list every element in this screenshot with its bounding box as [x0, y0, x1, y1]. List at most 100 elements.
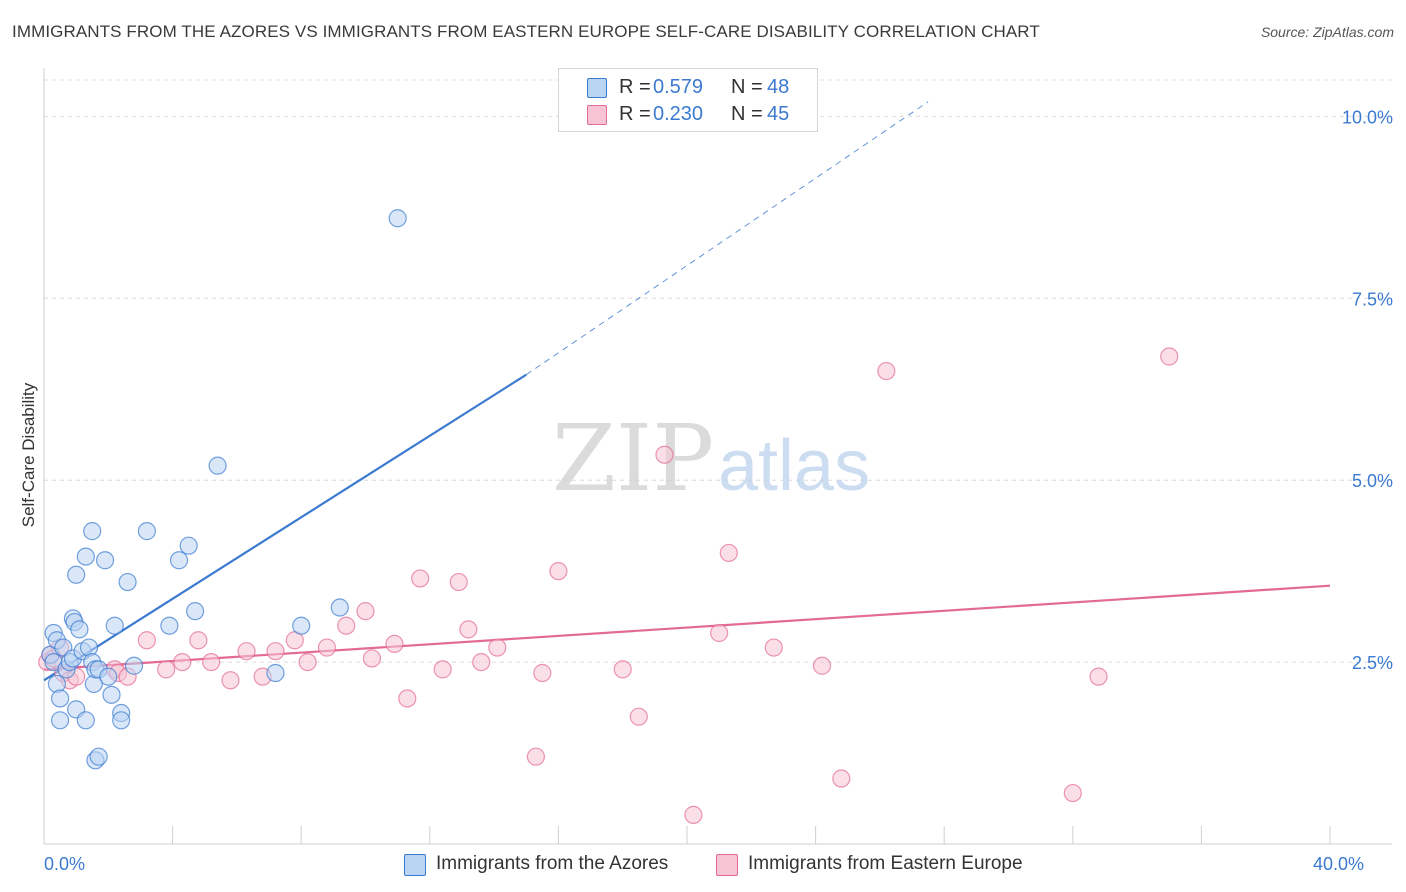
x-tick-label: 0.0% — [44, 854, 85, 874]
data-point-blue — [76, 711, 95, 730]
data-point-blue — [179, 536, 198, 555]
data-point-pink — [449, 572, 468, 592]
data-point-blue — [50, 711, 70, 730]
data-point-pink — [298, 652, 317, 672]
data-points — [38, 209, 1179, 824]
legend-row-eastern-europe: R = 0.230 N = 45 — [559, 101, 817, 127]
data-point-blue — [186, 602, 205, 621]
r-label: R = — [619, 103, 651, 125]
data-point-blue — [67, 565, 86, 584]
data-point-pink — [1160, 347, 1179, 366]
data-point-pink — [1089, 667, 1108, 686]
y-tick-label: 7.5% — [1352, 289, 1393, 309]
r-label: R = — [619, 76, 651, 98]
data-point-blue — [95, 551, 115, 570]
data-point-pink — [137, 631, 156, 650]
data-point-pink — [202, 652, 221, 672]
data-point-pink — [629, 707, 648, 726]
data-point-pink — [488, 638, 507, 657]
data-point-blue — [169, 551, 189, 570]
data-point-pink — [173, 652, 192, 672]
data-point-blue — [292, 616, 311, 635]
data-point-blue — [83, 522, 102, 541]
data-point-pink — [613, 660, 632, 679]
legend-swatch-pink — [587, 105, 607, 125]
legend-swatch-blue — [404, 854, 426, 876]
data-point-blue — [330, 598, 349, 617]
axes — [43, 68, 1392, 845]
data-point-pink — [877, 361, 896, 381]
data-point-pink — [317, 638, 337, 657]
y-tick-label: 5.0% — [1352, 471, 1393, 491]
trend-line-pink — [43, 584, 1331, 671]
trend-extension-blue — [525, 101, 929, 376]
data-point-pink — [459, 620, 478, 639]
x-tick-label: 40.0% — [1313, 854, 1364, 874]
data-point-pink — [237, 642, 256, 661]
data-point-pink — [433, 660, 452, 679]
y-axis-label: Self-Care Disability — [19, 382, 38, 527]
legend-label: Immigrants from the Azores — [436, 853, 669, 874]
data-point-blue — [388, 209, 407, 228]
data-point-pink — [533, 663, 552, 683]
tick-labels: 2.5% 5.0% 7.5% 10.0% 0.0% 40.0% — [44, 107, 1393, 874]
grid-lines — [44, 79, 1392, 663]
data-point-pink — [719, 543, 738, 563]
legend-swatch-blue — [587, 78, 607, 98]
watermark-zip: ZIP — [552, 405, 714, 512]
data-point-blue — [105, 616, 124, 635]
data-point-pink — [411, 569, 430, 588]
series-legend: Immigrants from the Azores Immigrants fr… — [0, 852, 1406, 878]
n-value: 48 — [767, 76, 790, 98]
data-point-pink — [337, 616, 356, 635]
data-point-blue — [124, 656, 144, 675]
y-tick-label: 10.0% — [1342, 107, 1393, 127]
data-point-blue — [118, 572, 137, 592]
legend-label: Immigrants from Eastern Europe — [748, 853, 1023, 874]
r-value: 0.230 — [653, 103, 704, 125]
trend-line-blue — [43, 373, 527, 682]
data-point-pink — [549, 562, 568, 581]
data-point-blue — [76, 547, 95, 566]
data-point-pink — [812, 656, 832, 675]
data-point-blue — [102, 685, 121, 704]
data-point-pink — [472, 652, 491, 672]
data-point-blue — [89, 747, 108, 766]
data-point-pink — [1063, 783, 1082, 803]
data-point-pink — [832, 769, 851, 788]
n-value: 45 — [767, 103, 790, 125]
data-point-blue — [112, 711, 131, 730]
data-point-pink — [684, 805, 703, 824]
r-value: 0.579 — [653, 76, 704, 98]
data-point-pink — [189, 631, 208, 650]
data-point-pink — [398, 689, 417, 708]
watermark: ZIP atlas — [552, 405, 870, 512]
y-tick-label: 2.5% — [1352, 653, 1393, 673]
data-point-pink — [356, 602, 375, 621]
data-point-pink — [764, 638, 783, 657]
correlation-legend: R = 0.579 N = 48 R = 0.230 N = 45 — [558, 68, 818, 132]
data-point-blue — [266, 663, 285, 683]
legend-swatch-pink — [716, 854, 738, 876]
data-point-pink — [221, 671, 240, 690]
source-label: Source: ZipAtlas.com — [1260, 24, 1394, 40]
data-point-blue — [70, 620, 89, 639]
data-point-pink — [526, 747, 545, 766]
n-label: N = — [731, 103, 763, 125]
data-point-blue — [208, 456, 227, 475]
data-point-blue — [99, 667, 118, 686]
data-point-blue — [137, 522, 156, 541]
data-point-pink — [157, 660, 176, 679]
data-point-pink — [362, 649, 382, 668]
data-point-blue — [160, 616, 179, 635]
legend-row-azores: R = 0.579 N = 48 — [559, 74, 817, 100]
n-label: N = — [731, 76, 763, 98]
data-point-pink — [655, 445, 674, 464]
data-point-blue — [50, 689, 70, 708]
data-point-pink — [385, 634, 404, 654]
data-point-pink — [266, 642, 285, 661]
watermark-atlas: atlas — [718, 426, 870, 506]
data-point-pink — [710, 623, 729, 643]
trend-lines — [43, 101, 1331, 682]
